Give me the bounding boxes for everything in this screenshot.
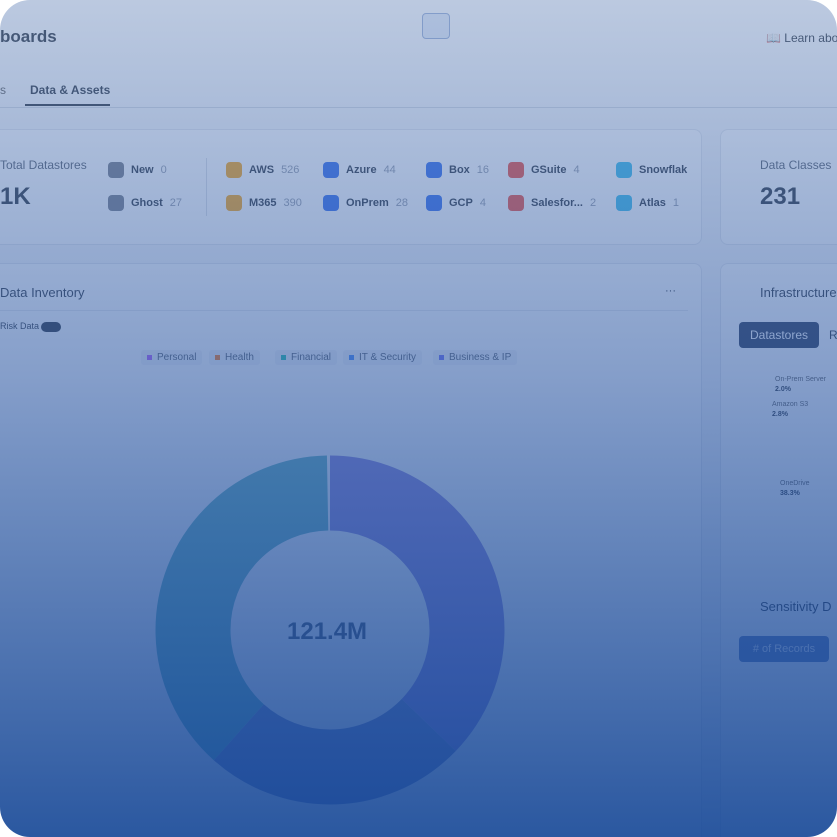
slice-share: 2.8% (772, 411, 788, 418)
center-value: 121.4M (287, 618, 368, 645)
slice-share: 2.0% (775, 386, 791, 393)
learn-text: Learn abo (784, 31, 837, 45)
slice-name: On-Prem Server (775, 376, 826, 383)
card-title: Infrastructure (760, 285, 837, 300)
card-title: Sensitivity D (760, 599, 832, 614)
button[interactable]: # of Records (739, 636, 829, 662)
slice-name: OneDrive (780, 480, 810, 487)
slice-name: Amazon S3 (772, 401, 809, 408)
tab-button[interactable]: Datastores (739, 322, 819, 348)
learn-link[interactable]: 📖 Learn abo (766, 31, 837, 45)
label: Data Classes (760, 158, 832, 172)
slice-share: 38.3% (780, 490, 800, 497)
value: 231 (760, 183, 801, 210)
donut (155, 455, 505, 805)
infrastructure-card (720, 263, 837, 837)
tab-button[interactable]: R (829, 328, 837, 342)
